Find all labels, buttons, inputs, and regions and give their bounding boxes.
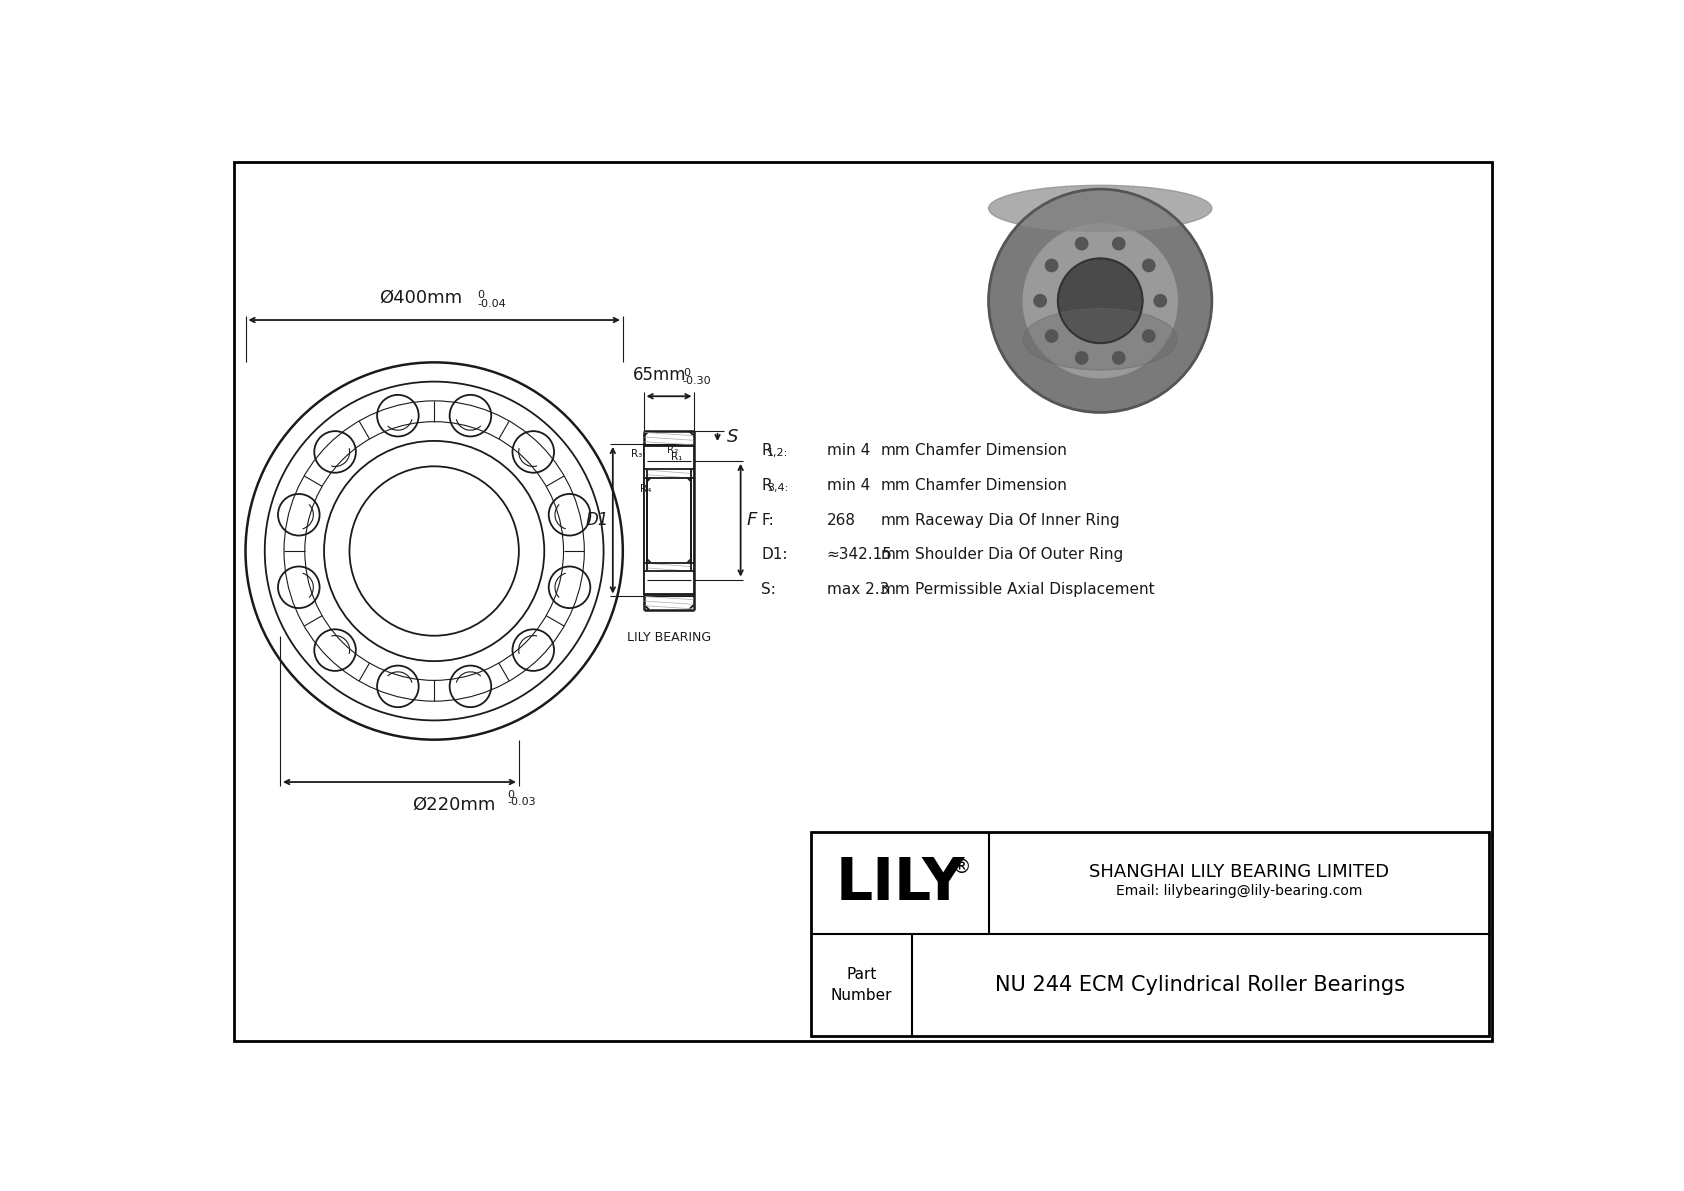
Text: Shoulder Dia Of Outer Ring: Shoulder Dia Of Outer Ring <box>916 548 1123 562</box>
Text: mm: mm <box>881 548 911 562</box>
Text: ®: ® <box>951 859 972 878</box>
Text: 0: 0 <box>507 790 514 799</box>
Circle shape <box>1154 294 1167 307</box>
Text: Ø400mm: Ø400mm <box>379 288 461 306</box>
Text: Part
Number: Part Number <box>830 967 893 1003</box>
Text: D1:: D1: <box>761 548 788 562</box>
Circle shape <box>1076 237 1088 250</box>
Text: LILY BEARING: LILY BEARING <box>626 631 711 644</box>
Text: Raceway Dia Of Inner Ring: Raceway Dia Of Inner Ring <box>916 512 1120 528</box>
Circle shape <box>1024 224 1177 378</box>
Text: 268: 268 <box>827 512 855 528</box>
Text: ≈342.15: ≈342.15 <box>827 548 893 562</box>
Text: mm: mm <box>881 443 911 459</box>
Text: Chamfer Dimension: Chamfer Dimension <box>916 478 1068 493</box>
Circle shape <box>1046 260 1058 272</box>
Circle shape <box>989 189 1212 412</box>
Text: R₁: R₁ <box>672 451 682 462</box>
Text: mm: mm <box>881 582 911 597</box>
Text: R₄: R₄ <box>640 484 652 494</box>
Bar <box>812 833 1489 1036</box>
Circle shape <box>1076 351 1088 364</box>
Circle shape <box>1113 237 1125 250</box>
Ellipse shape <box>1024 308 1177 370</box>
Circle shape <box>1058 258 1142 343</box>
Text: R₃: R₃ <box>632 449 643 460</box>
Circle shape <box>1046 330 1058 342</box>
Text: Chamfer Dimension: Chamfer Dimension <box>916 443 1068 459</box>
Text: SHANGHAI LILY BEARING LIMITED: SHANGHAI LILY BEARING LIMITED <box>1090 863 1389 881</box>
Text: 3,4:: 3,4: <box>768 482 788 493</box>
Text: Email: lilybearing@lily-bearing.com: Email: lilybearing@lily-bearing.com <box>1115 884 1362 898</box>
Text: 1,2:: 1,2: <box>768 448 788 459</box>
Text: -0.04: -0.04 <box>477 299 505 310</box>
Text: 0: 0 <box>477 289 485 300</box>
Text: Permissible Axial Displacement: Permissible Axial Displacement <box>916 582 1155 597</box>
Text: R: R <box>761 443 771 459</box>
Text: F:: F: <box>761 512 775 528</box>
Text: mm: mm <box>881 478 911 493</box>
Text: min 4: min 4 <box>827 443 871 459</box>
Bar <box>645 447 694 594</box>
Text: LILY: LILY <box>835 855 965 911</box>
Text: 0: 0 <box>684 368 690 378</box>
Text: Ø220mm: Ø220mm <box>411 796 495 813</box>
Text: R: R <box>761 478 771 493</box>
Text: R₂: R₂ <box>667 444 679 455</box>
Text: NU 244 ECM Cylindrical Roller Bearings: NU 244 ECM Cylindrical Roller Bearings <box>995 975 1406 996</box>
Text: D1: D1 <box>586 511 610 529</box>
Text: min 4: min 4 <box>827 478 871 493</box>
Text: S: S <box>727 429 738 447</box>
Circle shape <box>1143 260 1155 272</box>
Circle shape <box>1143 330 1155 342</box>
Text: max 2.3: max 2.3 <box>827 582 889 597</box>
Text: -0.03: -0.03 <box>507 798 536 807</box>
Text: F: F <box>746 511 758 529</box>
Circle shape <box>1113 351 1125 364</box>
Text: 65mm: 65mm <box>633 366 687 384</box>
Circle shape <box>1034 294 1046 307</box>
Text: -0.30: -0.30 <box>684 376 712 386</box>
Text: mm: mm <box>881 512 911 528</box>
Text: S:: S: <box>761 582 776 597</box>
Ellipse shape <box>989 186 1212 231</box>
